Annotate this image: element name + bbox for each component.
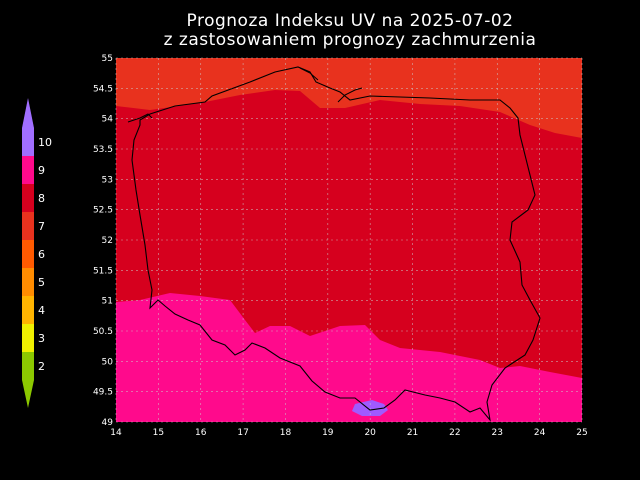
title-line-1: Prognoza Indeksu UV na 2025-07-02 (186, 11, 514, 31)
lon-tick-label: 14 (110, 428, 122, 438)
legend-swatch (22, 240, 34, 268)
legend-swatch (22, 324, 34, 352)
poland-border (131, 66, 541, 422)
lon-tick-label: 22 (449, 428, 460, 438)
lat-tick-label: 49 (102, 418, 114, 428)
lat-tick-label: 52.5 (93, 206, 113, 216)
legend-arrow-down (22, 380, 34, 408)
lat-tick-label: 54.5 (93, 84, 113, 94)
legend-label: 3 (38, 332, 45, 345)
lat-tick-label: 53 (102, 175, 113, 185)
longitude-tick-labels: 14 15 16 17 18 19 20 21 22 23 24 25 (110, 428, 587, 438)
legend-label: 2 (38, 360, 45, 373)
lon-tick-label: 17 (237, 428, 248, 438)
lat-tick-label: 54 (102, 115, 114, 125)
legend-label: 7 (38, 220, 45, 233)
legend-arrow-up (22, 98, 34, 128)
lat-tick-label: 51 (102, 297, 113, 307)
legend-label: 9 (38, 164, 45, 177)
lon-tick-label: 16 (195, 428, 207, 438)
lon-tick-label: 24 (534, 428, 546, 438)
latitude-tick-labels: 55 54.5 54 53.5 53 52.5 52 51.5 51 50.5 50 49.5 49 (93, 54, 113, 428)
legend-swatch (22, 184, 34, 212)
legend-swatch (22, 212, 34, 240)
lon-tick-label: 23 (492, 428, 503, 438)
uv-zone-9 (116, 293, 582, 422)
grid-lines (115, 57, 583, 423)
legend-swatch (22, 156, 34, 184)
lat-tick-label: 55 (102, 54, 113, 64)
lon-tick-label: 19 (322, 428, 334, 438)
lon-tick-label: 15 (153, 428, 164, 438)
legend-swatch (22, 296, 34, 324)
lon-tick-label: 20 (364, 428, 376, 438)
uv-legend: 10 9 8 7 6 5 4 3 2 (22, 98, 52, 408)
legend-label: 6 (38, 248, 45, 261)
legend-label: 5 (38, 276, 45, 289)
legend-label: 10 (38, 136, 52, 149)
legend-swatch (22, 128, 34, 156)
map-title: Prognoza Indeksu UV na 2025-07-02 z zast… (0, 12, 640, 50)
lon-tick-label: 18 (280, 428, 292, 438)
lat-tick-label: 53.5 (93, 145, 113, 155)
lat-tick-label: 50.5 (93, 327, 113, 337)
lon-tick-label: 25 (576, 428, 587, 438)
title-line-2: z zastosowaniem prognozy zachmurzenia (163, 30, 537, 50)
lat-tick-label: 51.5 (93, 266, 113, 276)
lat-tick-label: 50 (102, 357, 114, 367)
legend-label: 8 (38, 192, 45, 205)
legend-label: 4 (38, 304, 45, 317)
lon-tick-label: 21 (407, 428, 418, 438)
lat-tick-label: 49.5 (93, 388, 113, 398)
legend-swatch (22, 352, 34, 380)
coast-detail (127, 67, 363, 123)
lat-tick-label: 52 (102, 236, 113, 246)
legend-swatch (22, 268, 34, 296)
